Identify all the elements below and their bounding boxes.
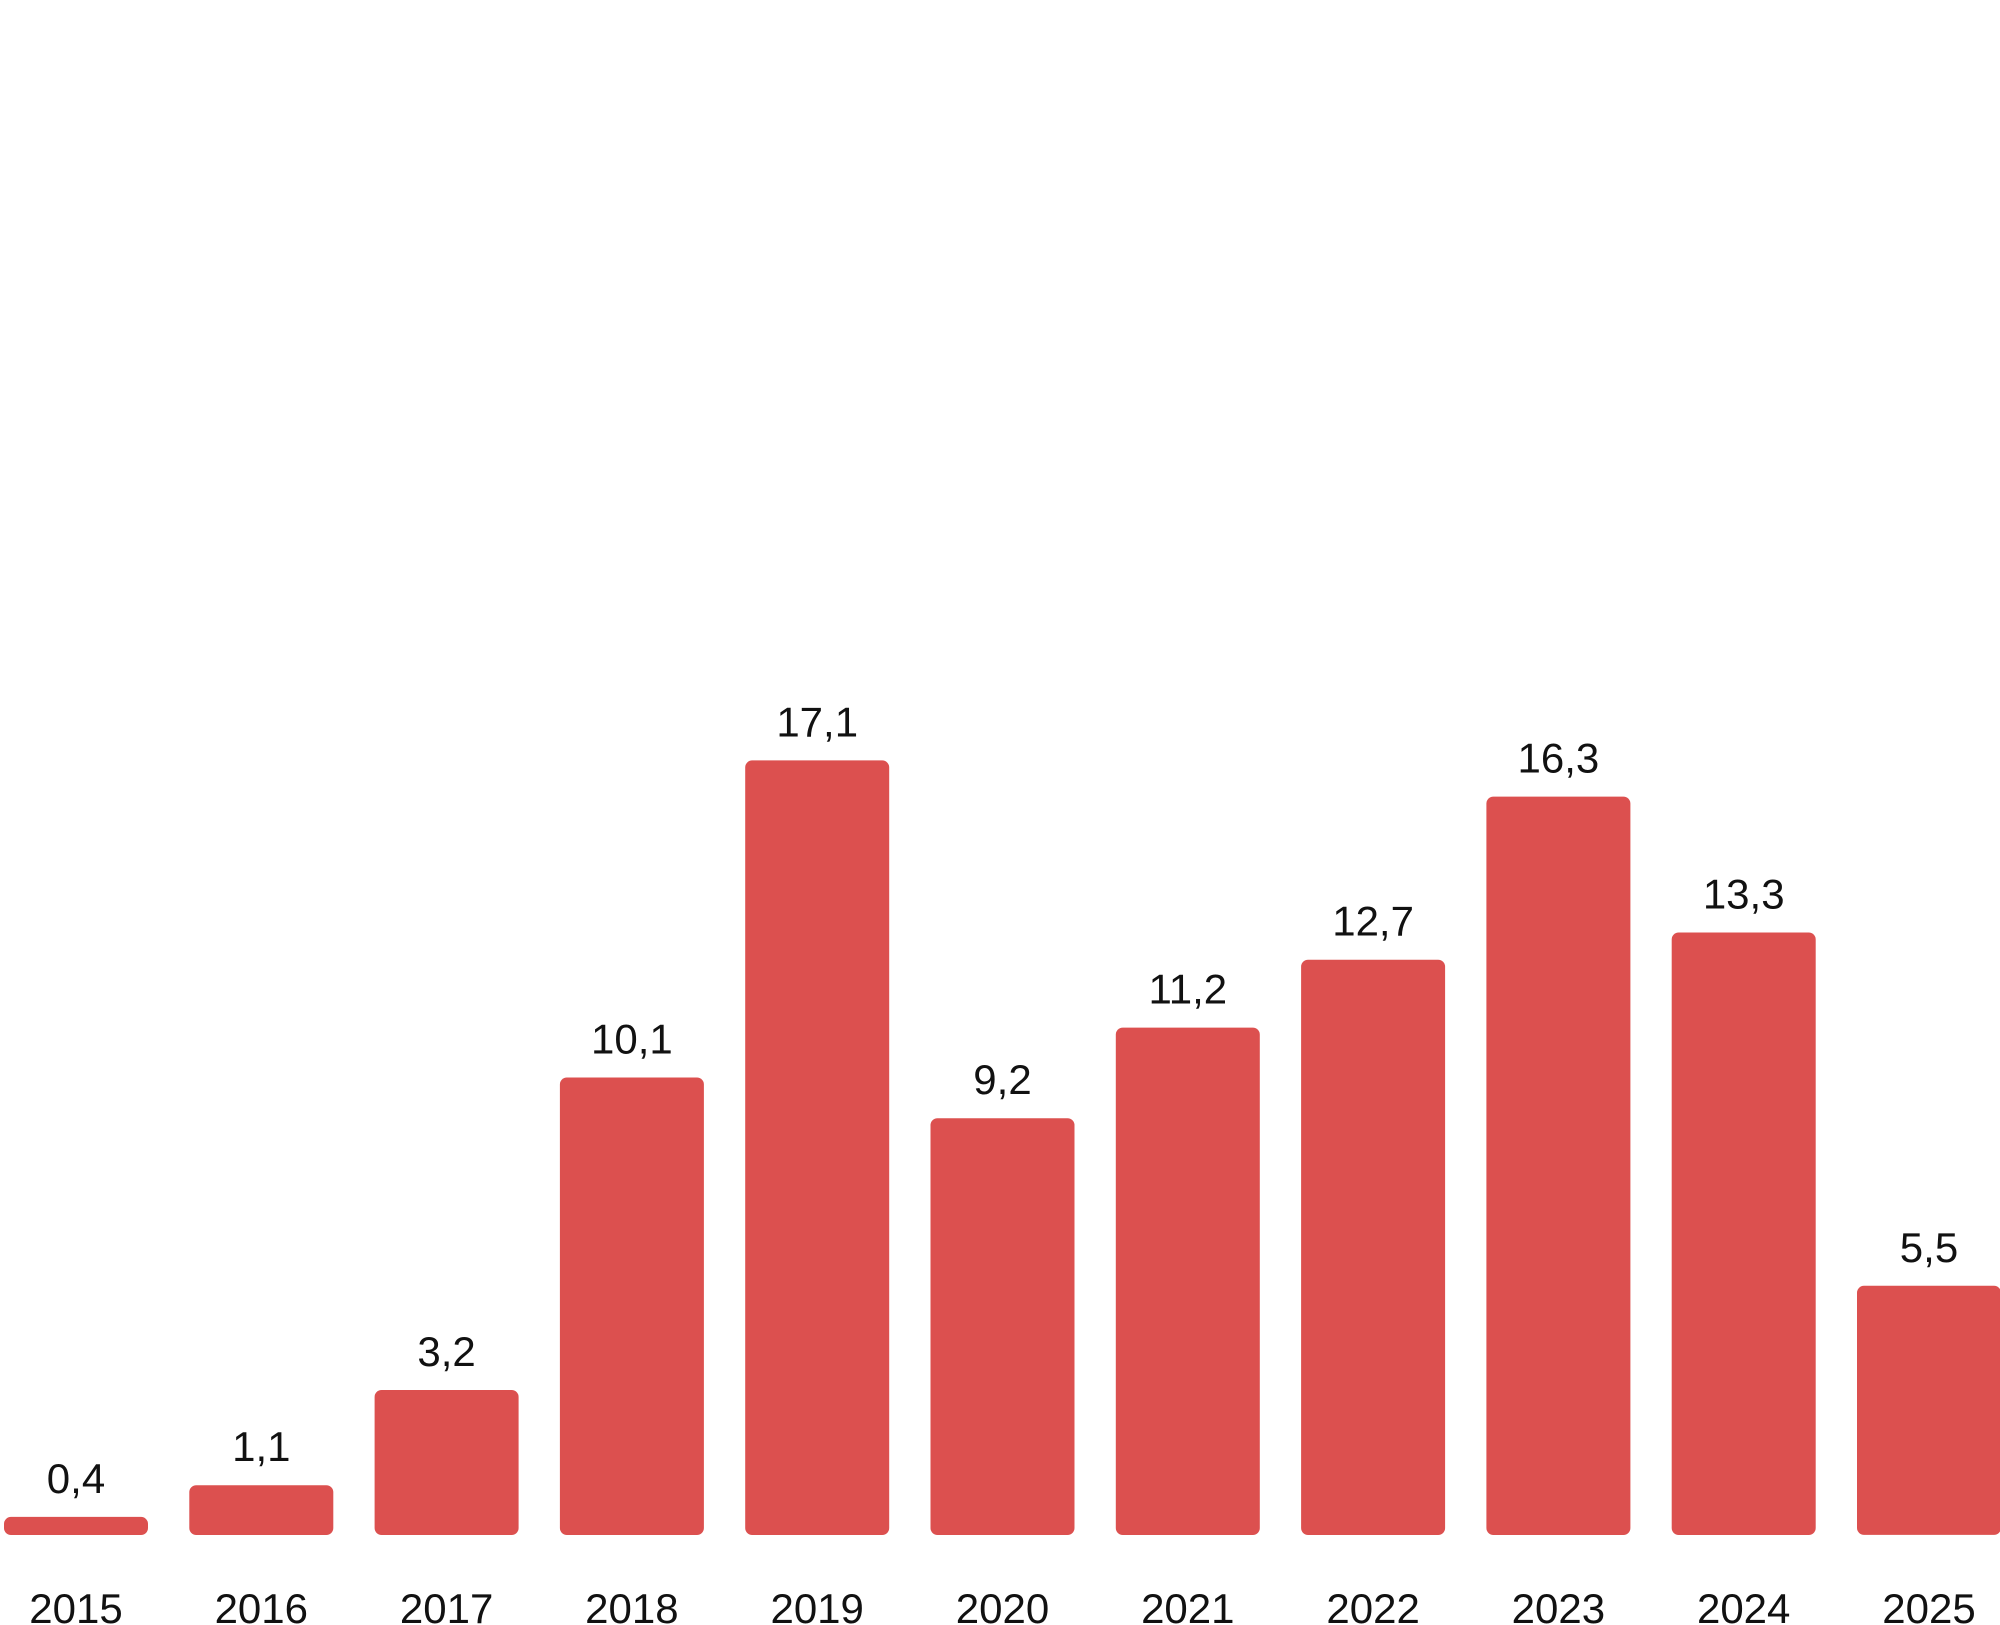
value-label-2019: 17,1 bbox=[776, 698, 858, 745]
bar-2019 bbox=[745, 760, 890, 1535]
value-label-2018: 10,1 bbox=[591, 1016, 673, 1063]
x-tick-label-2025: 2025 bbox=[1882, 1585, 1975, 1625]
bar-2020 bbox=[930, 1118, 1075, 1535]
x-tick-label-2018: 2018 bbox=[585, 1585, 678, 1625]
value-label-2022: 12,7 bbox=[1332, 898, 1414, 945]
x-tick-label-2015: 2015 bbox=[29, 1585, 122, 1625]
bar-2021 bbox=[1115, 1027, 1260, 1535]
bar-2015 bbox=[4, 1516, 148, 1535]
value-labels-group: 0,4 1,1 3,2 10,1 17,1 9,2 11,2 12,7 16,3 13,3 5,5 bbox=[47, 698, 1958, 1502]
bar-2022 bbox=[1301, 959, 1446, 1535]
value-label-2020: 9,2 bbox=[973, 1056, 1031, 1103]
value-label-2024: 13,3 bbox=[1703, 871, 1785, 918]
x-tick-label-2023: 2023 bbox=[1512, 1585, 1605, 1625]
x-tick-label-2021: 2021 bbox=[1141, 1585, 1234, 1625]
value-label-2025: 5,5 bbox=[1900, 1224, 1958, 1271]
bar-2018 bbox=[559, 1077, 704, 1535]
x-axis-ticks-group: 2015 2016 2017 2018 2019 2020 2021 2022 2023 2024… bbox=[29, 1585, 1975, 1625]
x-tick-label-2017: 2017 bbox=[400, 1585, 493, 1625]
x-tick-label-2022: 2022 bbox=[1326, 1585, 1419, 1625]
x-tick-label-2020: 2020 bbox=[956, 1585, 1049, 1625]
x-tick-label-2024: 2024 bbox=[1697, 1585, 1790, 1625]
x-tick-label-2016: 2016 bbox=[215, 1585, 308, 1625]
value-label-2023: 16,3 bbox=[1518, 735, 1600, 782]
value-label-2015: 0,4 bbox=[47, 1455, 105, 1502]
value-label-2021: 11,2 bbox=[1148, 966, 1227, 1013]
bar-2016 bbox=[189, 1485, 334, 1535]
bar-2023 bbox=[1486, 796, 1631, 1535]
bar-2025 bbox=[1857, 1285, 2000, 1535]
bar-2024 bbox=[1671, 932, 1816, 1535]
value-label-2017: 3,2 bbox=[417, 1328, 475, 1375]
bar-2017 bbox=[374, 1390, 519, 1535]
bars-group bbox=[4, 760, 2000, 1535]
value-label-2016: 1,1 bbox=[232, 1423, 290, 1470]
x-tick-label-2019: 2019 bbox=[770, 1585, 863, 1625]
